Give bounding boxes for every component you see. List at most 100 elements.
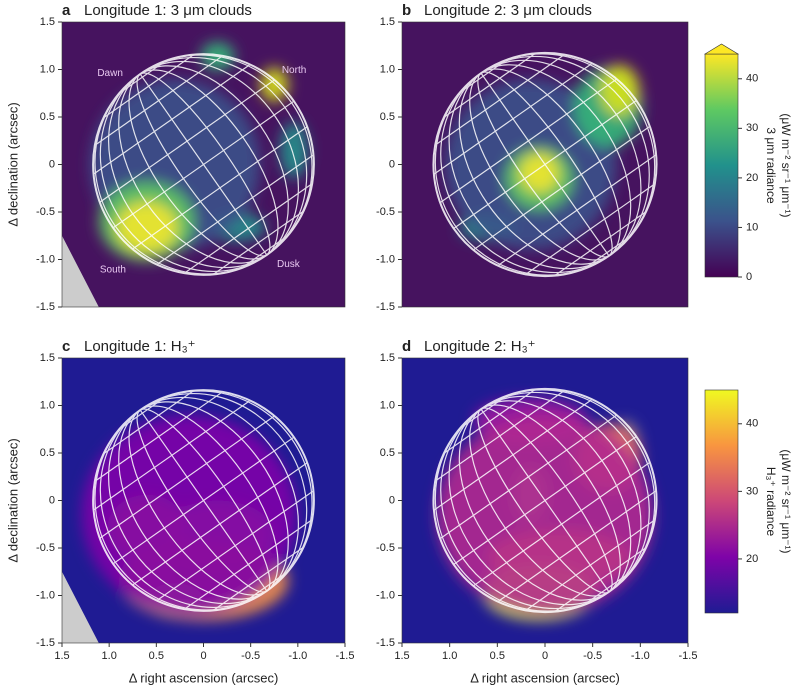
y-tick-label: 0.5 bbox=[40, 111, 55, 123]
colorbar-tick-label: 30 bbox=[746, 122, 758, 134]
parallel bbox=[99, 79, 275, 203]
emission bbox=[81, 415, 297, 615]
emission bbox=[519, 153, 560, 193]
parallel bbox=[118, 396, 167, 431]
masked-region bbox=[62, 571, 99, 643]
panel-letter: b bbox=[402, 2, 411, 19]
parallel bbox=[94, 391, 224, 482]
parallel bbox=[525, 519, 656, 611]
parallel bbox=[472, 461, 651, 587]
blobs bbox=[436, 397, 654, 621]
y-tick-label: -0.5 bbox=[376, 542, 395, 554]
colorbar-label: H₃⁺ radiance bbox=[764, 467, 778, 537]
colorbar-label: 3 μm radiance bbox=[764, 127, 778, 204]
colorbar bbox=[704, 389, 739, 614]
y-tick-label: 0.5 bbox=[380, 111, 395, 123]
x-tick-label: 1.5 bbox=[394, 650, 409, 662]
annotation: Dawn bbox=[97, 68, 123, 79]
y-tick-label: 1.0 bbox=[380, 63, 395, 75]
parallel bbox=[443, 52, 536, 118]
x-tick-label: 1.0 bbox=[442, 650, 457, 662]
emission bbox=[599, 64, 640, 117]
parallel bbox=[434, 390, 565, 482]
x-tick-label: -0.5 bbox=[241, 650, 260, 662]
y-tick-label: -1.0 bbox=[36, 253, 55, 265]
globe bbox=[92, 53, 315, 276]
limb bbox=[92, 389, 315, 612]
y-tick-label: 0 bbox=[49, 494, 55, 506]
x-tick-label: -0.5 bbox=[583, 650, 602, 662]
x-tick-label: 0 bbox=[200, 650, 206, 662]
parallel bbox=[156, 490, 314, 602]
y-axis-label: Δ declination (arcsec) bbox=[5, 102, 20, 226]
emission bbox=[260, 67, 289, 102]
parallel bbox=[459, 395, 508, 430]
panel-letter: a bbox=[62, 2, 71, 19]
emission bbox=[436, 415, 654, 615]
globe bbox=[432, 387, 658, 614]
y-tick-label: 1.5 bbox=[40, 16, 55, 28]
y-tick-label: -1.0 bbox=[376, 589, 395, 601]
y-tick-label: -1.0 bbox=[36, 589, 55, 601]
x-tick-label: 0.5 bbox=[490, 650, 505, 662]
y-tick-label: -1.5 bbox=[376, 301, 395, 313]
parallel bbox=[103, 54, 195, 119]
parallel bbox=[433, 62, 593, 175]
x-tick-label: 0 bbox=[542, 650, 548, 662]
parallel bbox=[240, 570, 289, 605]
parallel bbox=[439, 414, 618, 540]
annotation: Dusk bbox=[277, 259, 301, 270]
y-tick-label: -1.5 bbox=[36, 637, 55, 649]
y-tick-label: 1.0 bbox=[40, 63, 55, 75]
emission bbox=[115, 201, 179, 253]
x-tick-label: 1.5 bbox=[54, 650, 69, 662]
x-axis-label: Δ right ascension (arcsec) bbox=[470, 670, 620, 685]
parallel bbox=[582, 571, 631, 606]
parallel bbox=[132, 126, 308, 250]
y-tick-label: 1.5 bbox=[40, 352, 55, 364]
parallel bbox=[103, 390, 195, 455]
y-tick-label: 0 bbox=[389, 158, 395, 170]
colorbar-tick-label: 20 bbox=[746, 553, 758, 565]
parallel bbox=[240, 234, 289, 269]
parallel bbox=[93, 399, 251, 511]
parallel bbox=[112, 100, 295, 229]
x-tick-label: -1.0 bbox=[288, 650, 307, 662]
panel-title: Longitude 2: 3 μm clouds bbox=[424, 2, 592, 19]
parallel bbox=[93, 63, 251, 175]
y-axis-label: Δ declination (arcsec) bbox=[5, 438, 20, 562]
colorbar-tick-label: 0 bbox=[746, 271, 752, 283]
x-tick-label: -1.0 bbox=[631, 650, 650, 662]
y-tick-label: -0.5 bbox=[36, 206, 55, 218]
x-tick-label: -1.5 bbox=[336, 650, 355, 662]
y-tick-label: 0.5 bbox=[380, 447, 395, 459]
panel-letter: c bbox=[62, 338, 70, 355]
heatmap bbox=[402, 22, 688, 307]
parallel bbox=[554, 211, 647, 277]
parallel bbox=[497, 154, 657, 267]
colorbar-tick-label: 30 bbox=[746, 485, 758, 497]
parallel bbox=[582, 235, 631, 270]
parallel bbox=[434, 54, 565, 146]
y-tick-label: -1.5 bbox=[36, 301, 55, 313]
parallel bbox=[99, 415, 275, 539]
x-tick-label: -1.5 bbox=[679, 650, 698, 662]
y-tick-label: 0 bbox=[389, 494, 395, 506]
x-axis-label: Δ right ascension (arcsec) bbox=[129, 670, 279, 685]
parallel bbox=[212, 210, 304, 275]
panel-letter: d bbox=[402, 338, 411, 355]
parallel bbox=[453, 100, 637, 229]
colorbar-extend bbox=[703, 43, 740, 55]
y-tick-label: -1.0 bbox=[376, 253, 395, 265]
parallel bbox=[183, 183, 313, 274]
annotation: South bbox=[100, 265, 126, 276]
annotation: North bbox=[282, 65, 306, 76]
limb bbox=[92, 53, 315, 276]
colorbar-tick-label: 10 bbox=[746, 221, 758, 233]
colorbar bbox=[704, 53, 739, 278]
globe bbox=[432, 51, 658, 278]
colorbar-tick-label: 40 bbox=[746, 73, 758, 85]
parallel bbox=[132, 462, 308, 586]
y-tick-label: -0.5 bbox=[376, 206, 395, 218]
